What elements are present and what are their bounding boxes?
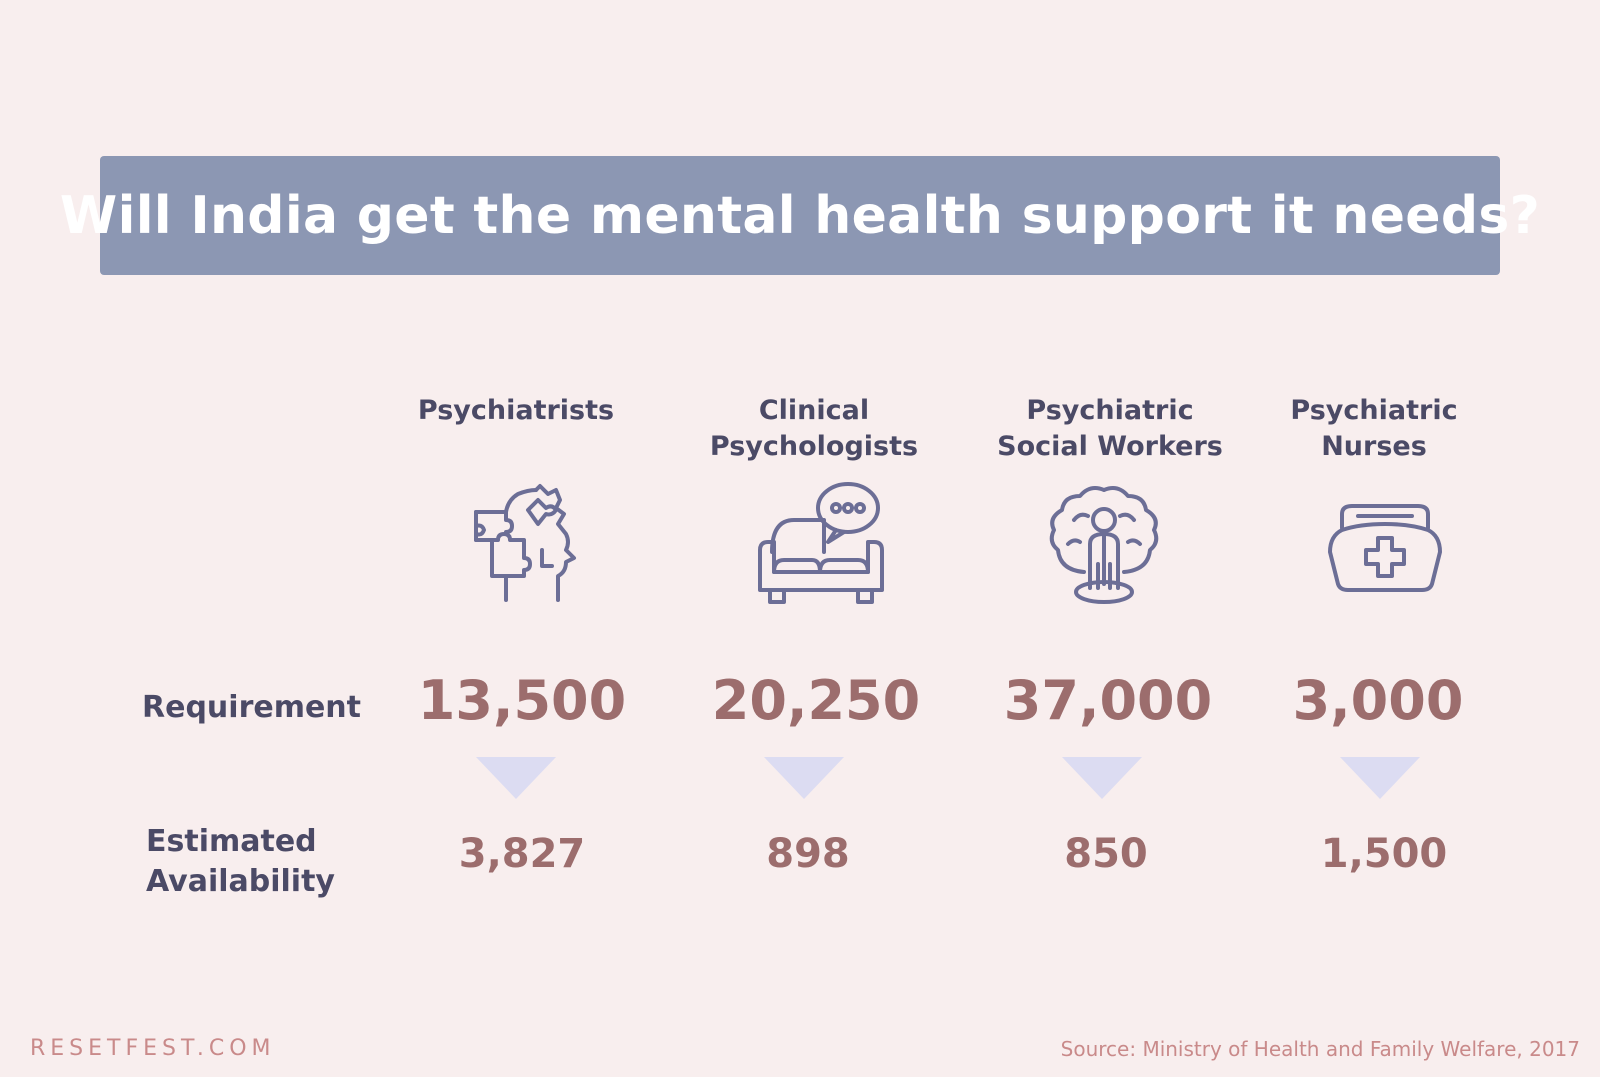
down-arrow-icon	[476, 757, 556, 799]
availability-value-clinical-psychologists: 898	[766, 831, 850, 877]
column-header-line1: Psychiatric	[1290, 395, 1458, 426]
down-arrow-icon	[1340, 757, 1420, 799]
column-header-line2: Psychologists	[709, 431, 919, 462]
nurse-cap-icon	[1310, 480, 1450, 610]
column-header-psychiatric-social-workers: Psychiatric Social Workers	[970, 393, 1250, 465]
brand-logo-text: RESETFEST.COM	[30, 1036, 276, 1061]
title-banner: Will India get the mental health support…	[60, 156, 1540, 275]
puzzle-head-icon	[446, 480, 586, 610]
page-title: Will India get the mental health support…	[59, 185, 1541, 246]
availability-value-psychiatric-nurses: 1,500	[1320, 831, 1448, 877]
column-header-psychiatrists: Psychiatrists	[376, 393, 656, 429]
column-header-line1: Psychiatric	[1026, 395, 1194, 426]
requirement-value-clinical-psychologists: 20,250	[711, 669, 921, 732]
row-label-estimated-availability: Estimated Availability	[146, 822, 335, 902]
requirement-value-psychiatric-social-workers: 37,000	[1003, 669, 1213, 732]
down-arrow-icon	[764, 757, 844, 799]
down-arrow-icon	[1062, 757, 1142, 799]
column-header-line2: Social Workers	[997, 431, 1223, 462]
source-note: Source: Ministry of Health and Family We…	[1060, 1037, 1580, 1061]
requirement-value-psychiatric-nurses: 3,000	[1292, 669, 1464, 732]
requirement-value-psychiatrists: 13,500	[417, 669, 627, 732]
couch-speech-bubble-icon	[744, 480, 884, 610]
person-brain-icon	[1034, 480, 1174, 610]
row-label-line1: Estimated	[146, 824, 317, 859]
column-header-line1: Clinical	[758, 395, 870, 426]
column-header-line2: Nurses	[1321, 431, 1427, 462]
column-header-line1: Psychiatrists	[417, 395, 615, 426]
availability-value-psychiatric-social-workers: 850	[1064, 831, 1148, 877]
column-header-psychiatric-nurses: Psychiatric Nurses	[1234, 393, 1514, 465]
availability-value-psychiatrists: 3,827	[458, 831, 586, 877]
row-label-requirement: Requirement	[142, 688, 361, 728]
row-label-text: Requirement	[142, 690, 362, 725]
column-header-clinical-psychologists: Clinical Psychologists	[674, 393, 954, 465]
row-label-line2: Availability	[146, 864, 335, 899]
